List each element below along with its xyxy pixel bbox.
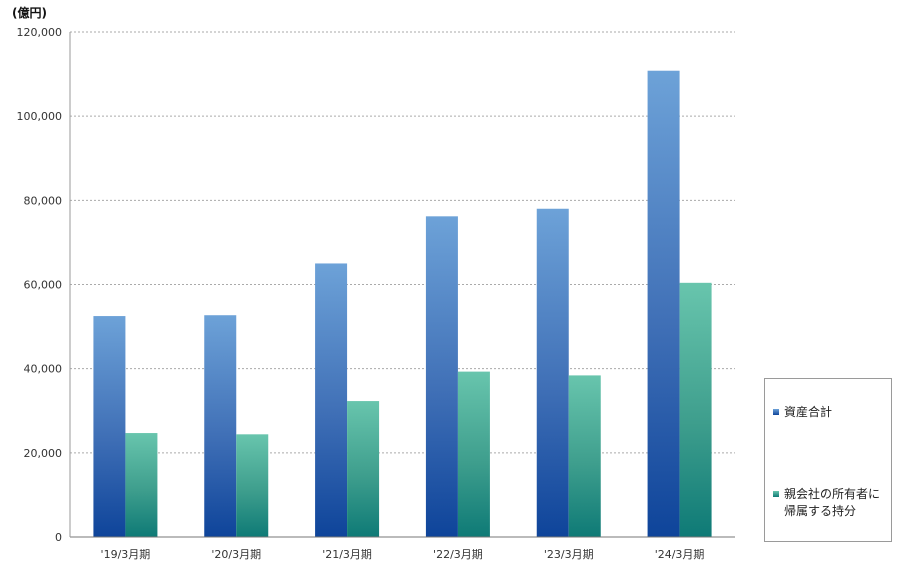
bar-total-assets [425, 216, 458, 537]
legend-label-total-assets: 資産合計 [784, 405, 833, 419]
x-tick-label: '21/3月期 [322, 548, 372, 561]
x-tick-label: '19/3月期 [101, 548, 151, 561]
bar-total-assets [315, 263, 348, 537]
y-tick-label: 0 [55, 531, 62, 544]
bar-total-assets [536, 208, 569, 537]
y-tick-label: 20,000 [24, 447, 63, 460]
legend-label-equity-line1: 親会社の所有者に [784, 487, 881, 501]
legend: 資産合計 親会社の所有者に 帰属する持分 [764, 378, 892, 542]
legend-label-equity-line2: 帰属する持分 [784, 504, 857, 518]
legend-swatch-green [773, 491, 779, 497]
bar-total-assets [204, 315, 237, 537]
y-tick-label: 80,000 [24, 194, 63, 207]
x-tick-label: '24/3月期 [655, 548, 705, 561]
y-tick-label: 40,000 [24, 363, 63, 376]
bar-total-assets [93, 316, 126, 537]
bar-equity [125, 433, 158, 537]
legend-swatch-blue [773, 409, 779, 415]
bar-total-assets [647, 70, 680, 537]
bar-equity [568, 375, 601, 537]
x-tick-label: '23/3月期 [544, 548, 594, 561]
y-unit-label: (億円) [12, 5, 47, 20]
bar-equity [457, 371, 490, 537]
y-tick-label: 120,000 [17, 26, 63, 39]
bar-equity [679, 282, 712, 537]
y-tick-label: 60,000 [24, 279, 63, 292]
x-tick-label: '20/3月期 [211, 548, 261, 561]
bar-equity [236, 434, 269, 537]
y-tick-label: 100,000 [17, 110, 63, 123]
legend-item-equity: 親会社の所有者に 帰属する持分 [773, 486, 891, 520]
bar-equity [347, 401, 380, 537]
legend-item-total-assets: 資産合計 [773, 404, 891, 421]
x-tick-label: '22/3月期 [433, 548, 483, 561]
